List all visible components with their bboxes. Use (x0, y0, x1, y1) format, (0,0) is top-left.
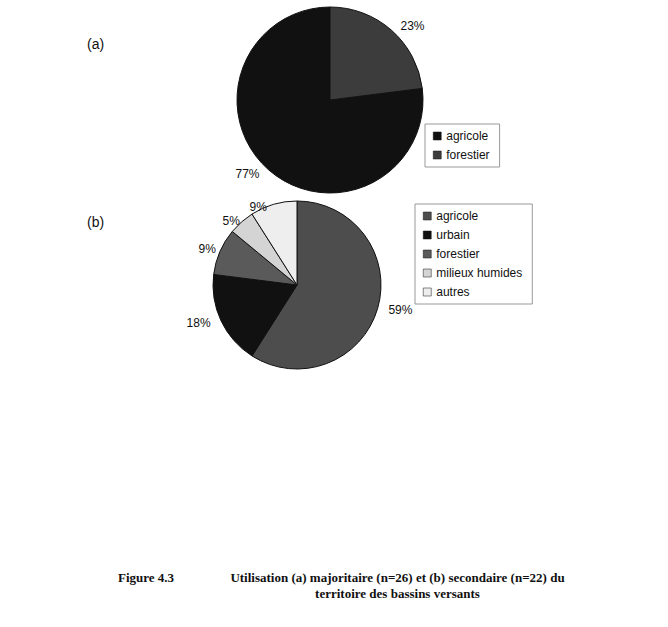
svg-text:autres: autres (436, 285, 469, 299)
svg-text:forestier: forestier (446, 148, 489, 162)
svg-text:77%: 77% (235, 167, 259, 181)
html-text:Figure 4.3: Figure 4.3 (118, 570, 175, 585)
svg-text:agricole: agricole (446, 129, 488, 143)
svg-text:urbain: urbain (436, 228, 469, 242)
svg-text:18%: 18% (187, 316, 211, 330)
svg-text:9%: 9% (198, 242, 216, 256)
svg-text:23%: 23% (400, 19, 424, 33)
html-text:Utilisation (a) majoritaire (n: Utilisation (a) majoritaire (n=26) et (b… (230, 570, 565, 601)
svg-text:agricole: agricole (436, 209, 478, 223)
svg-text:forestier: forestier (436, 247, 479, 261)
svg-text:milieux humides: milieux humides (436, 266, 522, 280)
svg-text:(b): (b) (87, 214, 104, 230)
svg-text:(a): (a) (87, 36, 104, 52)
svg-text:59%: 59% (388, 303, 412, 317)
svg-text:5%: 5% (223, 214, 241, 228)
svg-text:9%: 9% (250, 200, 268, 214)
